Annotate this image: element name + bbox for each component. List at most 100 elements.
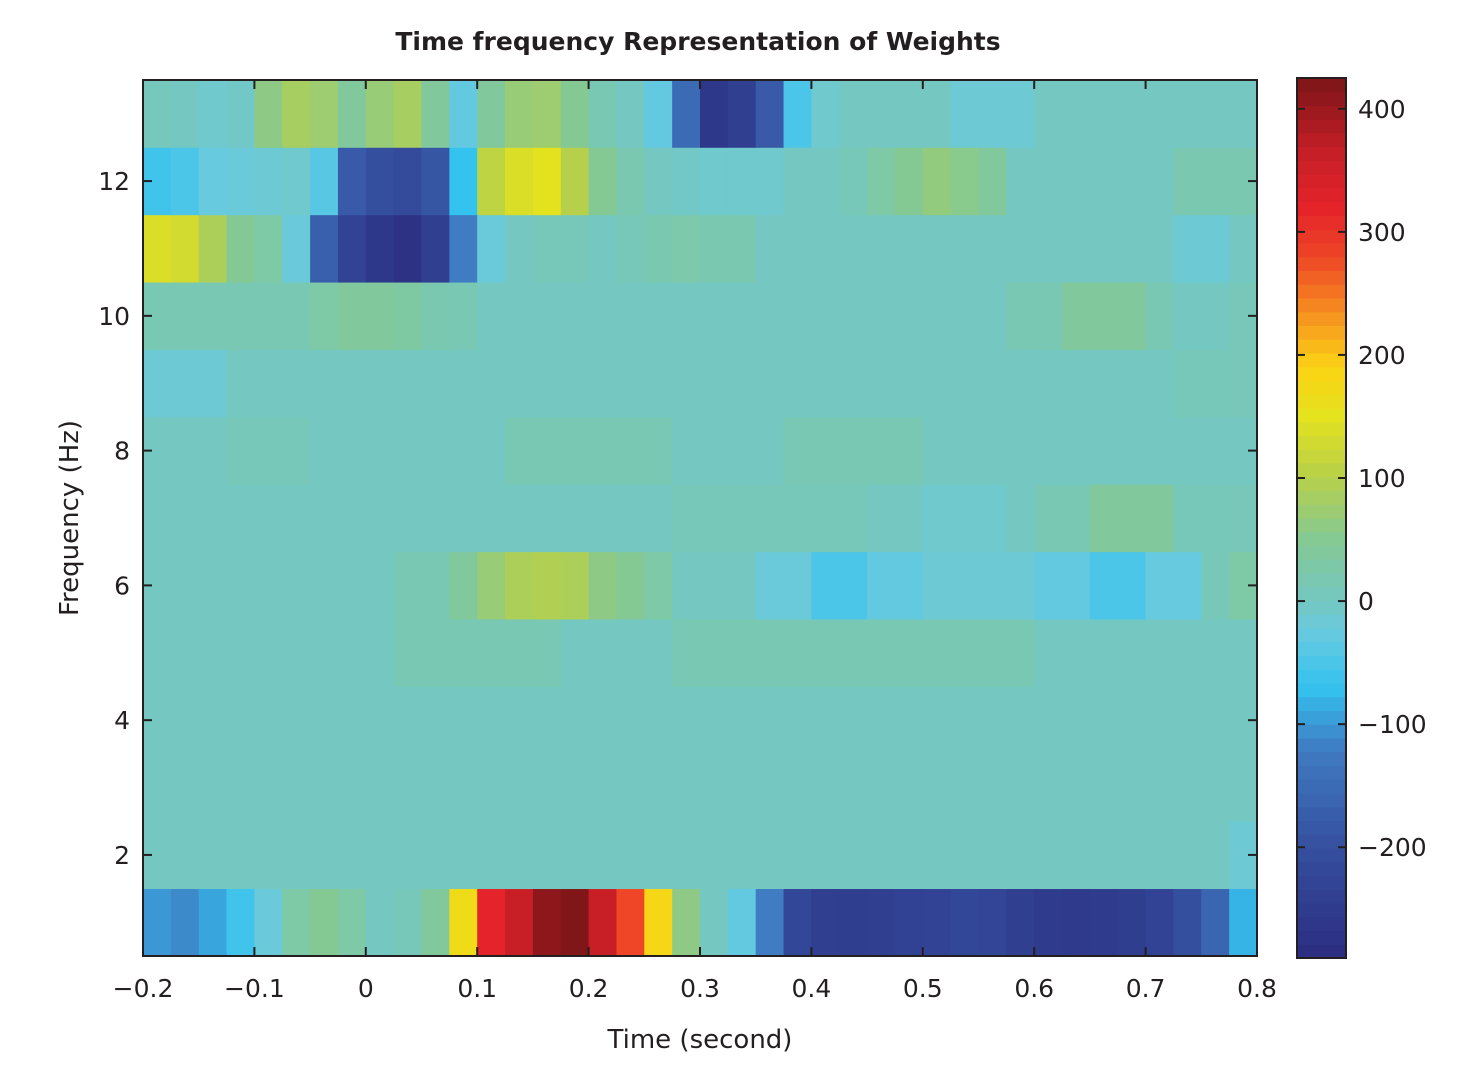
heatmap-cell — [477, 619, 506, 687]
heatmap-cell — [922, 753, 952, 822]
heatmap-cell — [894, 147, 924, 216]
heatmap-cell — [727, 484, 757, 553]
heatmap-cell — [143, 484, 172, 553]
heatmap-cell — [365, 753, 395, 822]
heatmap-cell — [505, 551, 534, 620]
heatmap-cell — [950, 888, 980, 957]
x-tick-label: 0 — [358, 974, 374, 1003]
heatmap-cell — [1173, 888, 1202, 957]
heatmap-cell — [644, 214, 673, 283]
heatmap-cell — [505, 80, 534, 148]
heatmap-cell — [672, 686, 701, 755]
colorbar-band — [1297, 449, 1346, 464]
heatmap-cell — [588, 416, 618, 485]
heatmap-cell — [727, 214, 757, 283]
heatmap-cell — [978, 551, 1007, 620]
heatmap-cell — [282, 551, 311, 620]
heatmap-cell — [783, 888, 812, 957]
heatmap-cell — [755, 282, 785, 350]
heatmap-cell — [1006, 484, 1035, 553]
heatmap-cell — [922, 686, 952, 755]
colorbar-band — [1297, 531, 1346, 546]
heatmap-cell — [1006, 214, 1035, 283]
heatmap-cell — [811, 80, 840, 148]
heatmap-cell — [170, 349, 200, 418]
heatmap-cell — [477, 80, 506, 148]
heatmap-cell — [894, 821, 924, 890]
colorbar-band — [1297, 256, 1346, 271]
heatmap-cell — [839, 551, 868, 620]
heatmap-cell — [727, 349, 757, 418]
heatmap-cell — [700, 753, 729, 822]
heatmap-cell — [783, 80, 812, 148]
heatmap-cell — [1062, 214, 1091, 283]
colorbar-band — [1297, 380, 1346, 395]
heatmap-cell — [254, 821, 283, 890]
heatmap-cell — [310, 484, 339, 553]
heatmap-cell — [226, 686, 255, 755]
heatmap-cell — [783, 551, 812, 620]
heatmap-cell — [978, 214, 1007, 283]
heatmap-cell — [978, 282, 1007, 350]
heatmap-cell — [867, 147, 896, 216]
heatmap-cell — [532, 619, 562, 687]
colorbar-band — [1297, 78, 1346, 93]
heatmap-cell — [337, 686, 367, 755]
heatmap-cell — [978, 686, 1007, 755]
heatmap-cell — [644, 484, 673, 553]
x-tick-label: 0.2 — [569, 974, 609, 1003]
heatmap-cell — [505, 484, 534, 553]
heatmap-cell — [282, 214, 311, 283]
colorbar-band — [1297, 930, 1346, 945]
heatmap-cell — [560, 484, 590, 553]
heatmap-cell — [421, 349, 450, 418]
heatmap-cell — [922, 551, 952, 620]
heatmap-cell — [170, 821, 200, 890]
heatmap-cell — [950, 753, 980, 822]
heatmap-cell — [1229, 888, 1258, 957]
heatmap-cell — [449, 214, 478, 283]
colorbar-band — [1297, 353, 1346, 368]
colorbar-band — [1297, 518, 1346, 533]
heatmap-cell — [1089, 753, 1119, 822]
heatmap-cell — [922, 821, 952, 890]
heatmap-cell — [1173, 484, 1202, 553]
heatmap-cell — [922, 416, 952, 485]
heatmap-cell — [198, 80, 228, 148]
heatmap-cell — [894, 416, 924, 485]
heatmap-cell — [588, 686, 618, 755]
colorbar-band — [1297, 586, 1346, 601]
colorbar-band — [1297, 669, 1346, 684]
heatmap-cell — [170, 888, 200, 957]
heatmap-cell — [1062, 753, 1091, 822]
heatmap-cell — [588, 484, 618, 553]
heatmap-cell — [198, 619, 228, 687]
heatmap-cell — [1229, 214, 1258, 283]
heatmap-cell — [226, 147, 255, 216]
heatmap-cell — [254, 80, 283, 148]
heatmap-cell — [477, 416, 506, 485]
colorbar-band — [1297, 174, 1346, 189]
heatmap-cell — [421, 80, 450, 148]
heatmap-cell — [755, 80, 785, 148]
heatmap-cell — [449, 484, 478, 553]
heatmap-cell — [1089, 686, 1119, 755]
heatmap-cell — [950, 349, 980, 418]
heatmap-cell — [143, 80, 172, 148]
heatmap-cell — [393, 551, 423, 620]
heatmap-cell — [393, 753, 423, 822]
heatmap-cells — [143, 80, 1258, 957]
heatmap-cell — [1117, 214, 1147, 283]
heatmap-cell — [1145, 888, 1175, 957]
heatmap-cell — [226, 619, 255, 687]
heatmap-cell — [560, 686, 590, 755]
colorbar-band — [1297, 751, 1346, 766]
heatmap-cell — [616, 551, 645, 620]
colorbar-band — [1297, 229, 1346, 244]
heatmap-cell — [700, 619, 729, 687]
heatmap-cell — [727, 147, 757, 216]
heatmap-cell — [1062, 349, 1091, 418]
heatmap-cell — [616, 484, 645, 553]
heatmap-cell — [811, 484, 840, 553]
heatmap-cell — [1006, 416, 1035, 485]
